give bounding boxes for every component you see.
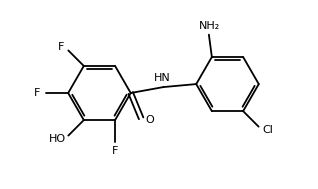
- Text: F: F: [34, 88, 41, 98]
- Text: F: F: [58, 42, 64, 52]
- Text: HN: HN: [154, 73, 170, 83]
- Text: HO: HO: [48, 134, 66, 144]
- Text: F: F: [112, 146, 118, 156]
- Text: Cl: Cl: [262, 125, 273, 135]
- Text: NH₂: NH₂: [199, 21, 220, 31]
- Text: O: O: [145, 115, 154, 125]
